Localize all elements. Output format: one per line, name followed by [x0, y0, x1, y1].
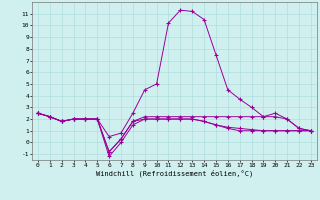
X-axis label: Windchill (Refroidissement éolien,°C): Windchill (Refroidissement éolien,°C)	[96, 169, 253, 177]
